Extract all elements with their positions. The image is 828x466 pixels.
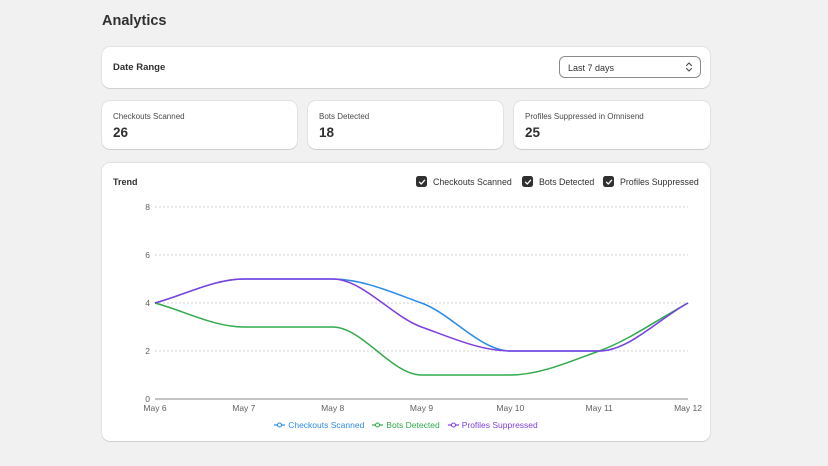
y-tick-label: 4 [145,298,150,308]
legend-item[interactable]: Profiles Suppressed [447,420,538,430]
stat-label: Bots Detected [319,112,370,121]
legend-line-marker-icon [274,422,286,428]
stat-value: 18 [319,125,335,140]
stat-label: Profiles Suppressed in Omnisend [525,112,644,121]
legend-item[interactable]: Checkouts Scanned [274,420,364,430]
legend-label: Checkouts Scanned [288,420,365,430]
date-range-value: Last 7 days [568,63,615,73]
legend-line-marker-icon [447,422,459,428]
legend-label: Bots Detected [386,420,440,430]
trend-title: Trend [113,177,138,187]
stat-value: 26 [113,125,129,140]
x-tick-label: May 7 [232,403,255,413]
x-tick-label: May 12 [674,403,702,413]
stat-card-profiles: Profiles Suppressed in Omnisend 25 [514,101,710,149]
series-line-checkouts-scanned [154,278,689,352]
y-tick-label: 6 [145,250,150,260]
date-range-select[interactable]: Last 7 days [559,56,701,78]
chart-legend: Checkouts Scanned Bots Detected Profiles S… [102,420,710,430]
checkbox-checked-icon [416,176,427,187]
toggle-label: Bots Detected [539,176,595,187]
x-tick-label: May 10 [496,403,524,413]
chevron-up-down-icon [685,62,693,72]
toggle-bots-detected[interactable]: Bots Detected [522,176,594,187]
y-tick-label: 8 [145,202,150,212]
stat-card-bots: Bots Detected 18 [308,101,503,149]
checkbox-checked-icon [522,176,533,187]
toggle-label: Checkouts Scanned [433,176,512,187]
checkbox-checked-icon [603,176,614,187]
y-tick-label: 2 [145,346,150,356]
stat-card-checkouts: Checkouts Scanned 26 [102,101,297,149]
x-tick-label: May 9 [410,403,433,413]
x-tick-label: May 11 [586,403,614,413]
x-tick-label: May 8 [321,403,344,413]
trend-line-chart: 0 2 4 6 8 May 6 May 7 May 8 May 9 May 10 May 11 May… [143,202,702,413]
toggle-label: Profiles Suppressed [620,176,699,187]
toggle-checkouts-scanned[interactable]: Checkouts Scanned [416,176,512,187]
x-tick-label: May 6 [143,403,166,413]
date-range-card: Date Range Last 7 days [102,47,710,88]
legend-item[interactable]: Bots Detected [372,420,440,430]
date-range-label: Date Range [113,62,166,73]
toggle-profiles-suppressed[interactable]: Profiles Suppressed [603,176,699,187]
legend-line-marker-icon [372,422,384,428]
series-line-bots-detected [154,302,689,376]
y-tick-label: 0 [145,394,150,404]
stat-value: 25 [525,125,541,140]
legend-label: Profiles Suppressed [461,420,538,430]
page-title: Analytics [102,13,167,29]
series-line-profiles-suppressed [154,278,689,352]
stat-label: Checkouts Scanned [113,112,185,121]
trend-card: Trend Checkouts Scanned Bots Detected Pr… [102,163,710,441]
